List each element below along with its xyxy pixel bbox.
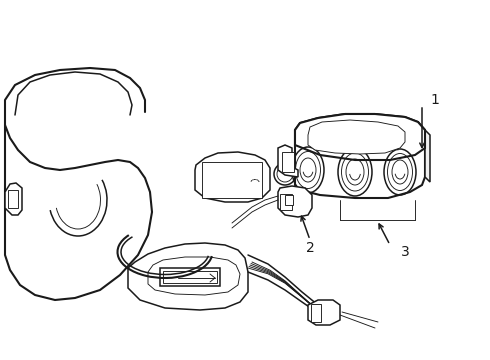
Polygon shape	[278, 186, 312, 217]
Bar	[202, 162, 262, 198]
Bar	[311, 304, 321, 322]
Polygon shape	[295, 114, 425, 198]
Polygon shape	[278, 145, 298, 177]
Bar	[160, 268, 220, 286]
Bar	[163, 271, 217, 283]
Bar	[282, 152, 294, 172]
Bar	[280, 194, 292, 210]
Polygon shape	[5, 183, 22, 215]
Polygon shape	[308, 300, 340, 325]
Polygon shape	[295, 114, 425, 160]
Text: 2: 2	[306, 241, 315, 255]
Bar	[285, 195, 293, 205]
Polygon shape	[148, 257, 240, 295]
Polygon shape	[425, 130, 430, 182]
Polygon shape	[308, 120, 405, 154]
Text: 3: 3	[401, 245, 409, 259]
Polygon shape	[128, 243, 248, 310]
Text: 1: 1	[430, 93, 439, 107]
Polygon shape	[195, 152, 270, 202]
Polygon shape	[5, 125, 152, 300]
Bar	[8, 190, 18, 208]
